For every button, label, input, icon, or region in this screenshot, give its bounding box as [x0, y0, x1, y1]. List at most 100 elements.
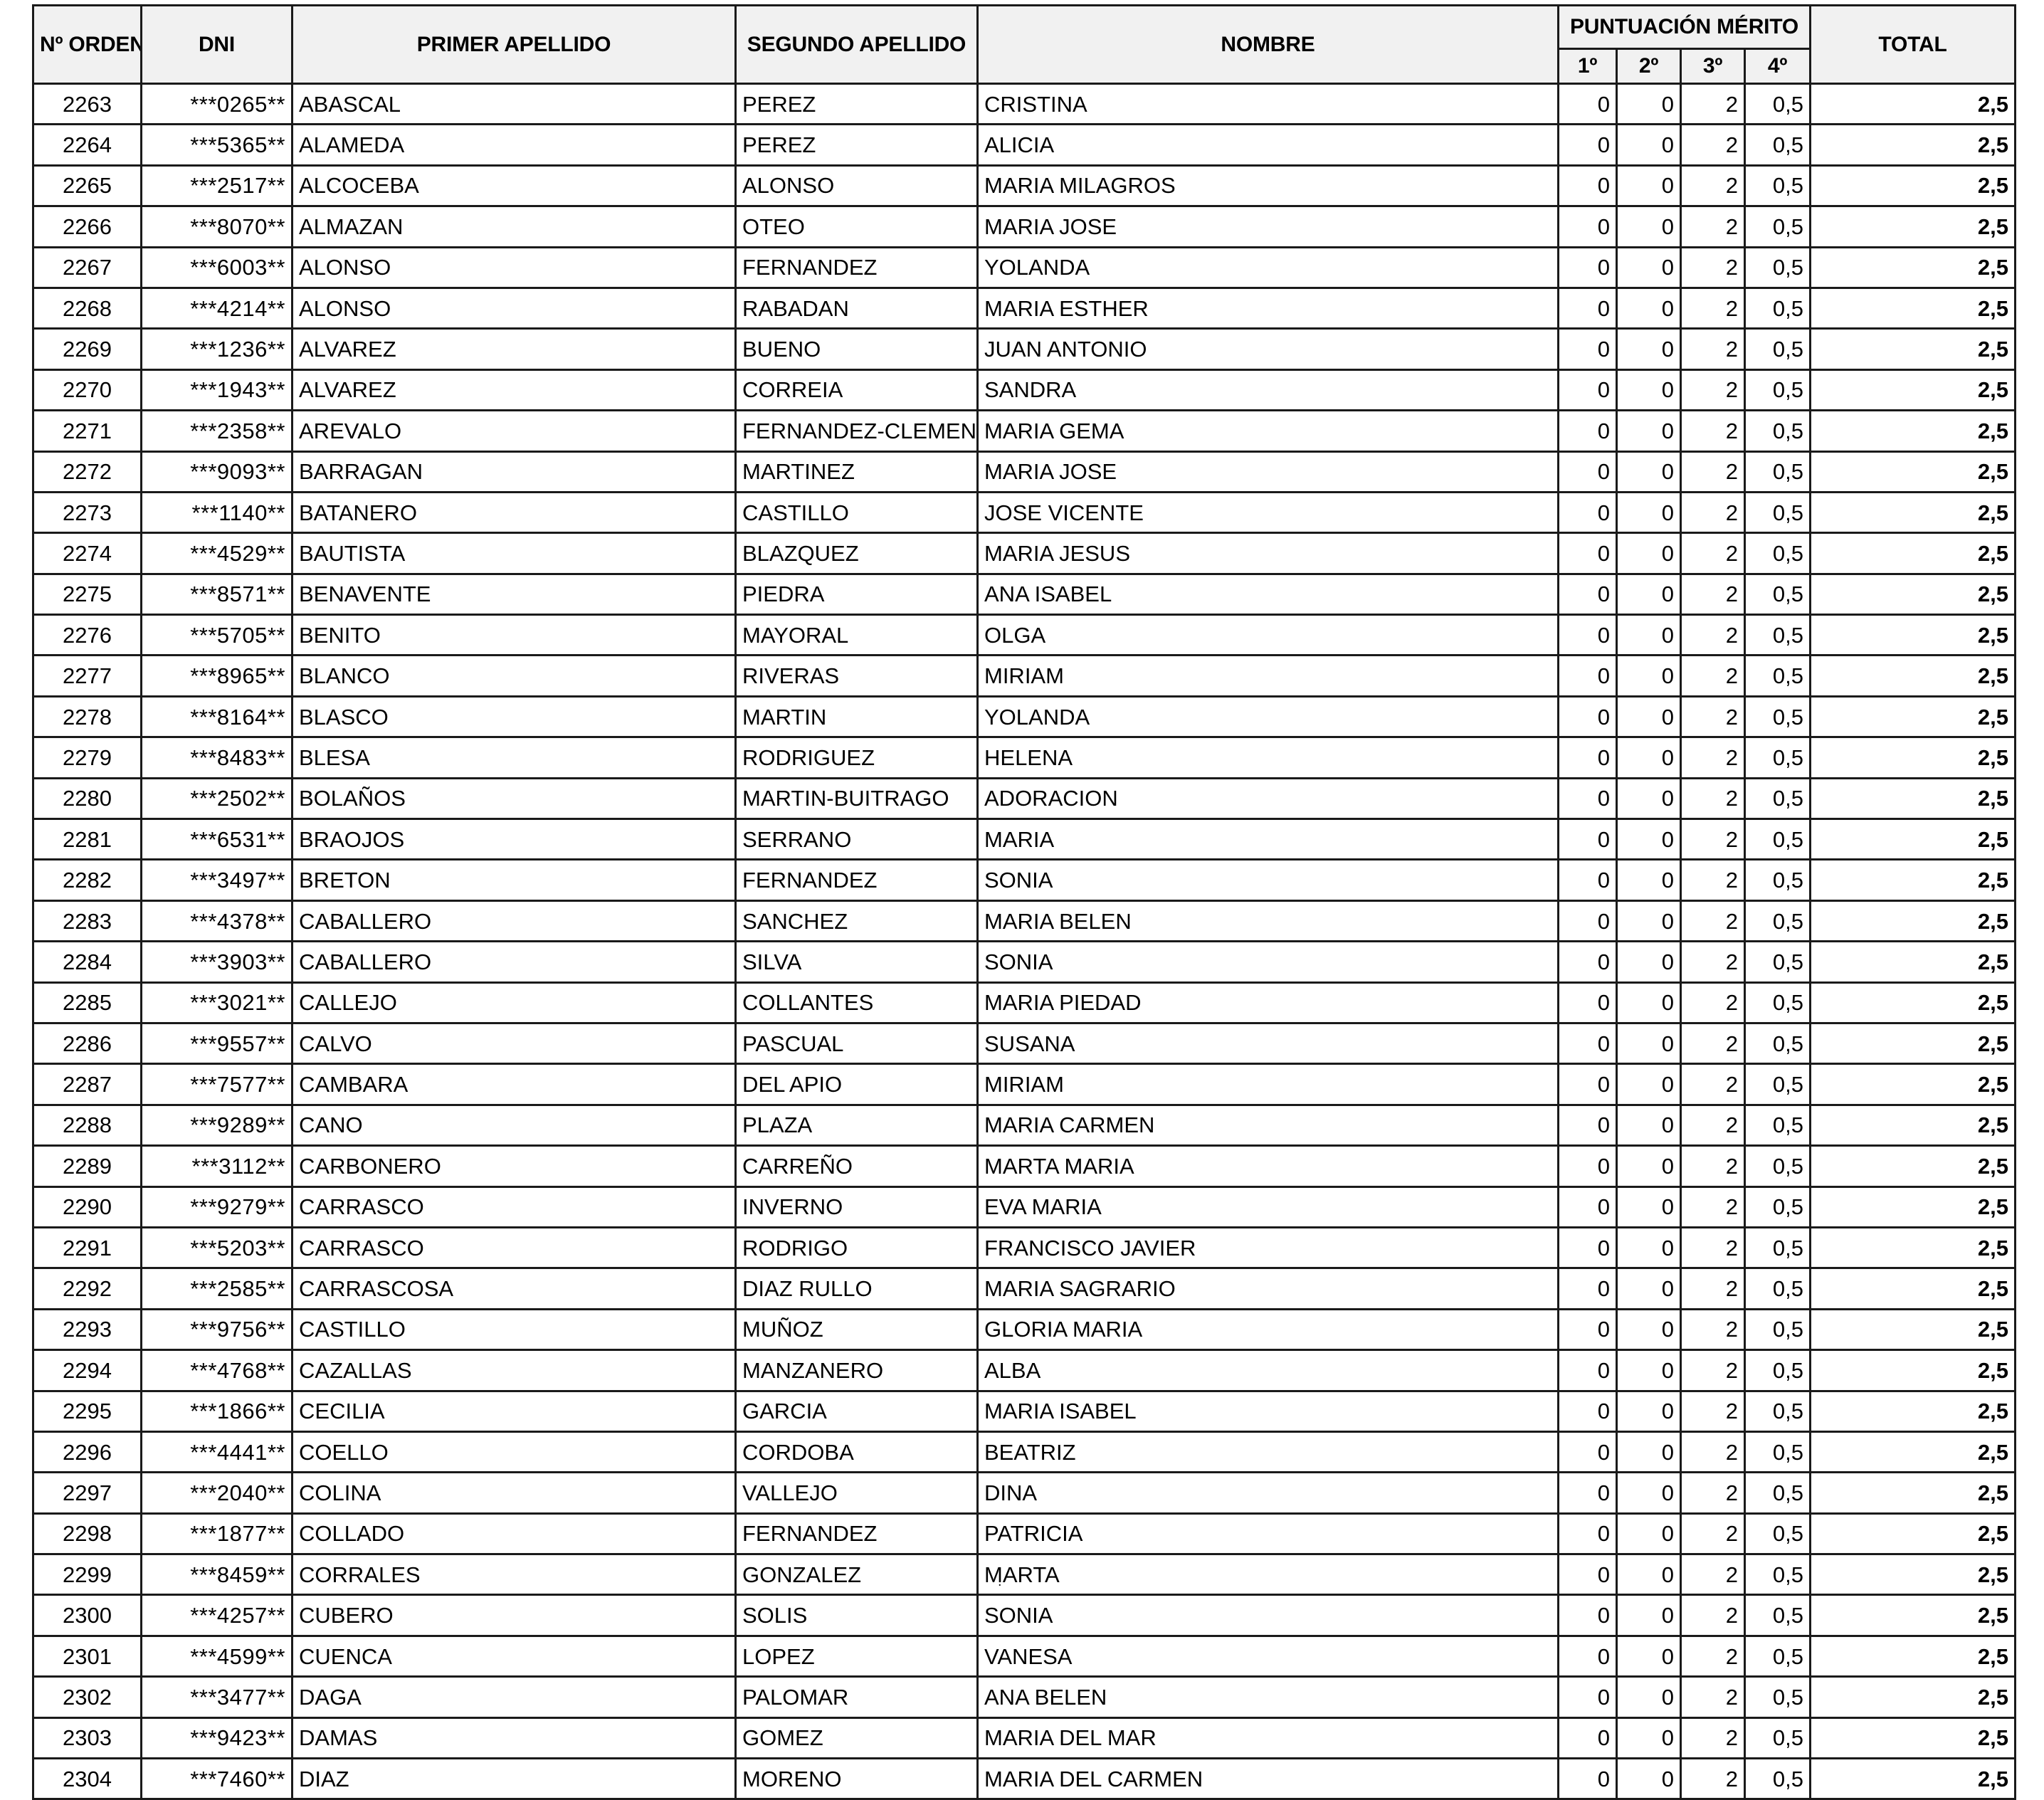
table-row: 2277 ***8965** BLANCO RIVERAS MIRIAM 0 0 2 0,5 2,…	[32, 654, 2016, 698]
cell-merito-4: 0,5	[1744, 1021, 1811, 1065]
cell-merito-4: 0,5	[1744, 286, 1811, 330]
cell-dni: ***4529**	[140, 532, 293, 575]
table-row: 2300 ***4257** CUBERO SOLIS SONIA 0 0 2 0,5 2,5	[32, 1594, 2016, 1637]
cell-total: 2,5	[1809, 695, 2016, 739]
cell-merito-1: 0	[1557, 450, 1618, 493]
cell-total: 2,5	[1809, 572, 2016, 616]
cell-merito-4: 0,5	[1744, 858, 1811, 902]
cell-dni: ***8571**	[140, 572, 293, 616]
cell-total: 2,5	[1809, 450, 2016, 493]
cell-nombre: GLORIA MARIA	[976, 1307, 1559, 1352]
cell-total: 2,5	[1809, 1349, 2016, 1392]
cell-segundo-apellido: VALLEJO	[734, 1471, 979, 1515]
cell-orden: 2302	[32, 1675, 142, 1719]
cell-primer-apellido: ALVAREZ	[291, 368, 737, 412]
cell-orden: 2267	[32, 246, 142, 289]
cell-nombre: MIRIAM	[976, 654, 1559, 698]
cell-merito-4: 0,5	[1744, 572, 1811, 616]
cell-merito-4: 0,5	[1744, 1430, 1811, 1474]
cell-orden: 2290	[32, 1185, 142, 1228]
cell-segundo-apellido: CARREÑO	[734, 1144, 979, 1188]
cell-merito-3: 2	[1680, 858, 1746, 902]
cell-dni: ***3021**	[140, 981, 293, 1024]
cell-merito-1: 0	[1557, 736, 1618, 779]
cell-total: 2,5	[1809, 940, 2016, 984]
table-row: 2263 ***0265** ABASCAL PEREZ CRISTINA 0 0 2 0,5 2…	[32, 82, 2016, 126]
cell-merito-4: 0,5	[1744, 940, 1811, 984]
cell-merito-1: 0	[1557, 899, 1618, 943]
cell-primer-apellido: BLESA	[291, 736, 737, 779]
cell-primer-apellido: ALONSO	[291, 286, 737, 330]
cell-dni: ***4257**	[140, 1594, 293, 1637]
cell-total: 2,5	[1809, 1185, 2016, 1228]
table-row: 2281 ***6531** BRAOJOS SERRANO MARIA 0 0 2 0,5 2,…	[32, 818, 2016, 861]
cell-merito-2: 0	[1616, 940, 1682, 984]
table-row: 2272 ***9093** BARRAGAN MARTINEZ MARIA JOSE 0…	[32, 450, 2016, 493]
cell-merito-1: 0	[1557, 1430, 1618, 1474]
cell-merito-3: 2	[1680, 940, 1746, 984]
cell-dni: ***8965**	[140, 654, 293, 698]
cell-total: 2,5	[1809, 1675, 2016, 1719]
cell-nombre: BEATRIZ	[976, 1430, 1559, 1474]
cell-merito-1: 0	[1557, 1675, 1618, 1719]
cell-merito-3: 2	[1680, 368, 1746, 412]
cell-total: 2,5	[1809, 82, 2016, 126]
cell-orden: 2283	[32, 899, 142, 943]
cell-merito-4: 0,5	[1744, 123, 1811, 167]
column-header-total: TOTAL	[1809, 4, 2016, 85]
cell-total: 2,5	[1809, 409, 2016, 453]
cell-merito-1: 0	[1557, 82, 1618, 126]
cell-primer-apellido: BOLAÑOS	[291, 777, 737, 821]
cell-orden: 2274	[32, 532, 142, 575]
cell-nombre: MARIA DEL MAR	[976, 1716, 1559, 1760]
cell-merito-3: 2	[1680, 82, 1746, 126]
column-header-orden: Nº ORDEN	[32, 4, 142, 85]
cell-dni: ***1877**	[140, 1512, 293, 1556]
cell-dni: ***3112**	[140, 1144, 293, 1188]
cell-total: 2,5	[1809, 736, 2016, 779]
cell-merito-4: 0,5	[1744, 164, 1811, 208]
cell-total: 2,5	[1809, 1063, 2016, 1106]
cell-nombre: MARTA	[976, 1553, 1559, 1596]
column-header-merito-3: 3º	[1680, 48, 1746, 85]
cell-nombre: SUSANA	[976, 1021, 1559, 1065]
document-page: Nº ORDEN DNI PRIMER APELLIDO SEGUNDO APE…	[32, 4, 2016, 1800]
cell-orden: 2264	[32, 123, 142, 167]
cell-primer-apellido: BLANCO	[291, 654, 737, 698]
cell-merito-2: 0	[1616, 246, 1682, 289]
cell-merito-4: 0,5	[1744, 1267, 1811, 1310]
cell-total: 2,5	[1809, 1471, 2016, 1515]
table-row: 2301 ***4599** CUENCA LOPEZ VANESA 0 0 2 0,5 2,5	[32, 1634, 2016, 1678]
cell-total: 2,5	[1809, 981, 2016, 1024]
cell-nombre: MARIA JESUS	[976, 532, 1559, 575]
cell-segundo-apellido: GONZALEZ	[734, 1553, 979, 1596]
cell-nombre: HELENA	[976, 736, 1559, 779]
table-row: 2286 ***9557** CALVO PASCUAL SUSANA 0 0 2 0,5 2,5	[32, 1021, 2016, 1065]
cell-merito-4: 0,5	[1744, 409, 1811, 453]
cell-nombre: EVA MARIA	[976, 1185, 1559, 1228]
cell-merito-3: 2	[1680, 1103, 1746, 1147]
cell-total: 2,5	[1809, 1430, 2016, 1474]
cell-merito-4: 0,5	[1744, 1512, 1811, 1556]
cell-merito-4: 0,5	[1744, 654, 1811, 698]
cell-dni: ***7460**	[140, 1757, 293, 1800]
cell-dni: ***5705**	[140, 614, 293, 657]
cell-merito-3: 2	[1680, 1757, 1746, 1800]
cell-nombre: FRANCISCO JAVIER	[976, 1226, 1559, 1270]
cell-segundo-apellido: SANCHEZ	[734, 899, 979, 943]
cell-dni: ***4768**	[140, 1349, 293, 1392]
cell-primer-apellido: CECILIA	[291, 1389, 737, 1433]
cell-nombre: MARIA GEMA	[976, 409, 1559, 453]
cell-dni: ***2585**	[140, 1267, 293, 1310]
cell-primer-apellido: CABALLERO	[291, 940, 737, 984]
table-row: 2275 ***8571** BENAVENTE PIEDRA ANA ISABEL 0 0…	[32, 572, 2016, 616]
cell-nombre: MIRIAM	[976, 1063, 1559, 1106]
cell-segundo-apellido: CASTILLO	[734, 490, 979, 535]
table-row: 2266 ***8070** ALMAZAN OTEO MARIA JOSE 0 0 2 0,5…	[32, 205, 2016, 248]
cell-dni: ***1236**	[140, 327, 293, 371]
cell-merito-1: 0	[1557, 695, 1618, 739]
cell-merito-2: 0	[1616, 1103, 1682, 1147]
cell-segundo-apellido: RABADAN	[734, 286, 979, 330]
cell-dni: ***0265**	[140, 82, 293, 126]
cell-primer-apellido: CANO	[291, 1103, 737, 1147]
